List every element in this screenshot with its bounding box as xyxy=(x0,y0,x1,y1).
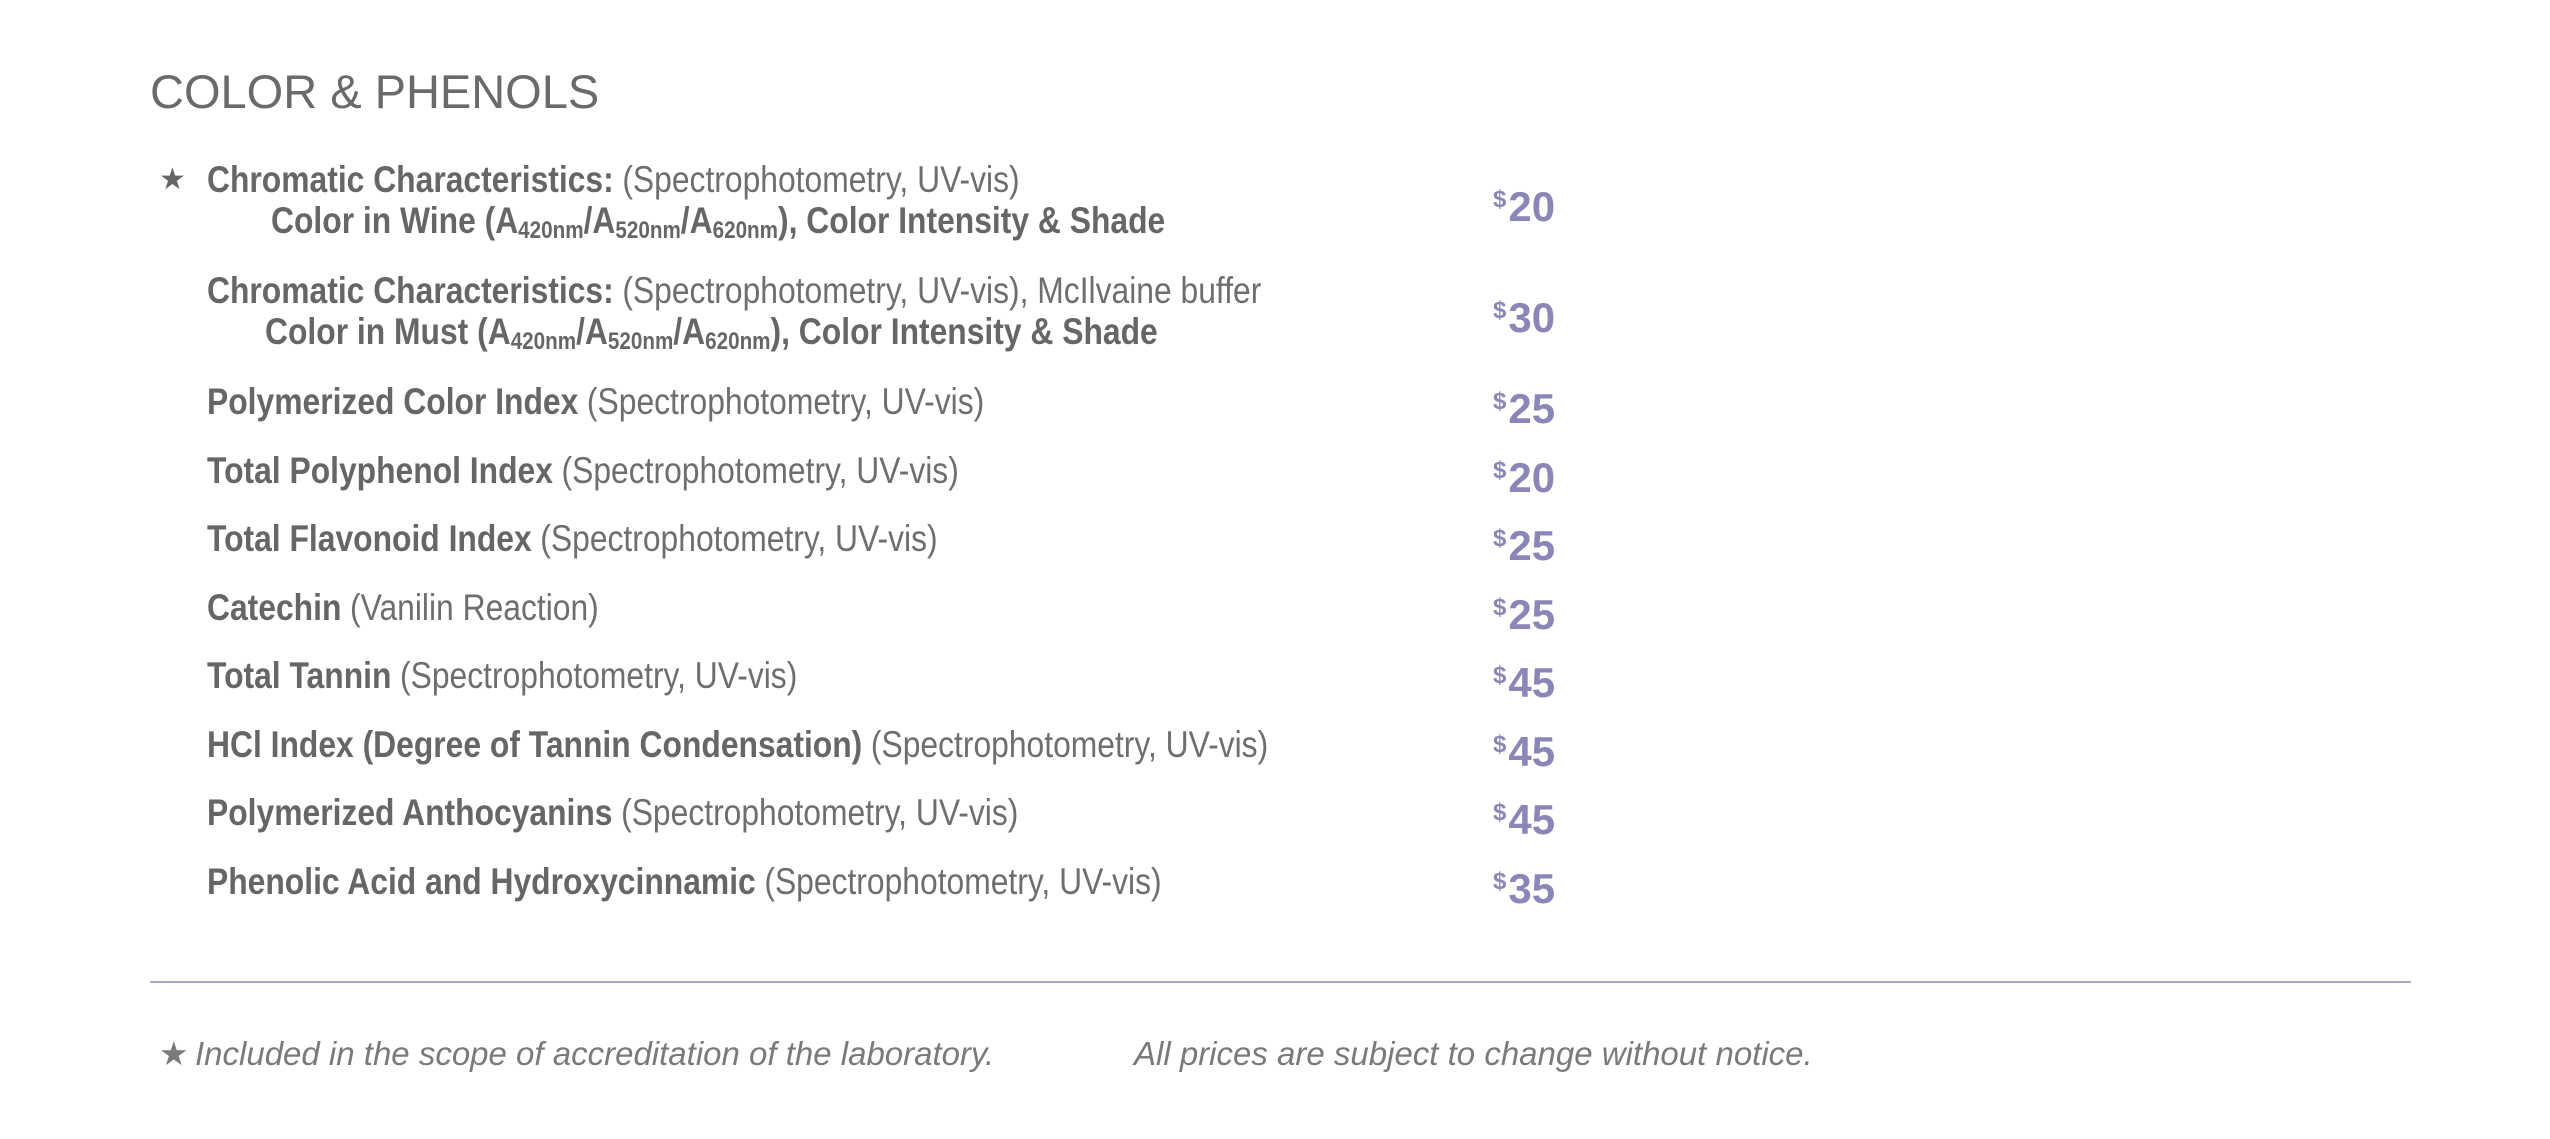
price: $25 xyxy=(1493,583,1555,638)
currency: $ xyxy=(1493,525,1507,552)
price: $45 xyxy=(1493,651,1555,706)
item-line: Total Polyphenol Index (Spectrophotometry… xyxy=(207,449,959,493)
price-value: 35 xyxy=(1508,864,1556,912)
detail-text: Color in Must (A xyxy=(265,311,511,352)
item-name: Total Polyphenol Index xyxy=(207,449,553,491)
price: $45 xyxy=(1493,788,1555,843)
item-line: Catechin (Vanilin Reaction) xyxy=(207,586,599,630)
item-line: Polymerized Anthocyanins (Spectrophotomet… xyxy=(207,791,1018,835)
currency: $ xyxy=(1493,186,1507,213)
item-line: Chromatic Characteristics: (Spectrophotom… xyxy=(207,158,1020,202)
detail-text: /A xyxy=(673,311,706,352)
accredited-star: ★ xyxy=(159,163,186,196)
footer-disclaimer: All prices are subject to change without… xyxy=(1134,1035,1813,1072)
item-method: (Spectrophotometry, UV-vis) xyxy=(586,381,985,422)
detail-text: /A xyxy=(583,200,616,241)
currency: $ xyxy=(1493,730,1507,758)
subscript: 520nm xyxy=(607,328,674,355)
detail-text: /A xyxy=(576,311,608,352)
item-name: Total Flavonoid Index xyxy=(207,518,532,559)
detail-text: /A xyxy=(680,200,713,241)
item-name: Chromatic Characteristics: xyxy=(207,159,614,200)
currency: $ xyxy=(1493,388,1507,415)
item-method: (Spectrophotometry, UV-vis) xyxy=(621,792,1019,833)
price: $20 xyxy=(1493,446,1555,501)
subscript: 520nm xyxy=(615,217,681,244)
price-value: 45 xyxy=(1508,727,1556,775)
item-line: Phenolic Acid and Hydroxycinnamic (Spectr… xyxy=(207,860,1162,904)
subscript: 620nm xyxy=(705,328,771,355)
currency: $ xyxy=(1493,799,1507,826)
section-title: COLOR & PHENOLS xyxy=(150,65,600,118)
item-method: (Spectrophotometry, UV-vis) xyxy=(400,655,798,696)
footer-star: ★ xyxy=(159,1035,189,1072)
item-line: HCl Index (Degree of Tannin Condensation… xyxy=(207,723,1268,767)
item-method: (Spectrophotometry, UV-vis) xyxy=(561,449,959,491)
price-value: 25 xyxy=(1508,522,1556,569)
price-value: 45 xyxy=(1508,659,1556,706)
item-name: HCl Index (Degree of Tannin Condensation… xyxy=(207,723,863,765)
detail-text: Color in Wine (A xyxy=(271,200,519,241)
item-name: Polymerized Anthocyanins xyxy=(207,792,613,833)
item-name: Chromatic Characteristics: xyxy=(207,270,614,311)
item-line: Total Flavonoid Index (Spectrophotometry,… xyxy=(207,517,938,561)
price: $20 xyxy=(1493,175,1555,230)
item-name: Phenolic Acid and Hydroxycinnamic xyxy=(207,860,756,902)
currency: $ xyxy=(1493,867,1507,895)
currency: $ xyxy=(1493,593,1507,621)
subscript: 420nm xyxy=(510,328,577,355)
item-detail: Color in Wine (A420nm/A520nm/A620nm), Co… xyxy=(271,199,1166,244)
price: $45 xyxy=(1493,720,1555,775)
currency: $ xyxy=(1493,297,1507,324)
item-line: Chromatic Characteristics: (Spectrophotom… xyxy=(207,269,1261,313)
price-value: 45 xyxy=(1508,796,1556,843)
item-method: (Spectrophotometry, UV-vis) xyxy=(764,860,1162,902)
price: $35 xyxy=(1493,857,1555,912)
price: $25 xyxy=(1493,514,1555,569)
detail-text: ), Color Intensity & Shade xyxy=(770,311,1158,352)
currency: $ xyxy=(1493,662,1507,689)
price-value: 25 xyxy=(1508,385,1556,432)
price: $30 xyxy=(1493,286,1555,341)
item-method: (Spectrophotometry, UV-vis) xyxy=(870,723,1269,765)
price: $25 xyxy=(1493,377,1555,432)
currency: $ xyxy=(1493,456,1507,484)
item-method: (Vanilin Reaction) xyxy=(349,586,599,628)
price-value: 25 xyxy=(1508,590,1556,638)
detail-text: ), Color Intensity & Shade xyxy=(778,200,1166,241)
item-name: Total Tannin xyxy=(207,655,392,696)
footer-note: Included in the scope of accreditation o… xyxy=(195,1035,995,1072)
subscript: 420nm xyxy=(518,217,584,244)
price-value: 20 xyxy=(1508,453,1556,501)
item-line: Total Tannin (Spectrophotometry, UV-vis) xyxy=(207,654,797,698)
item-method: (Spectrophotometry, UV-vis) xyxy=(622,159,1020,200)
subscript: 620nm xyxy=(712,217,779,244)
item-method: (Spectrophotometry, UV-vis), McIlvaine b… xyxy=(622,270,1262,311)
item-name: Polymerized Color Index xyxy=(207,381,579,422)
price-value: 30 xyxy=(1508,294,1556,341)
item-line: Polymerized Color Index (Spectrophotometr… xyxy=(207,380,984,424)
item-name: Catechin xyxy=(207,586,342,628)
price-value: 20 xyxy=(1508,183,1556,230)
item-detail: Color in Must (A420nm/A520nm/A620nm), Co… xyxy=(265,310,1158,355)
divider xyxy=(150,981,2411,983)
item-method: (Spectrophotometry, UV-vis) xyxy=(540,518,938,559)
